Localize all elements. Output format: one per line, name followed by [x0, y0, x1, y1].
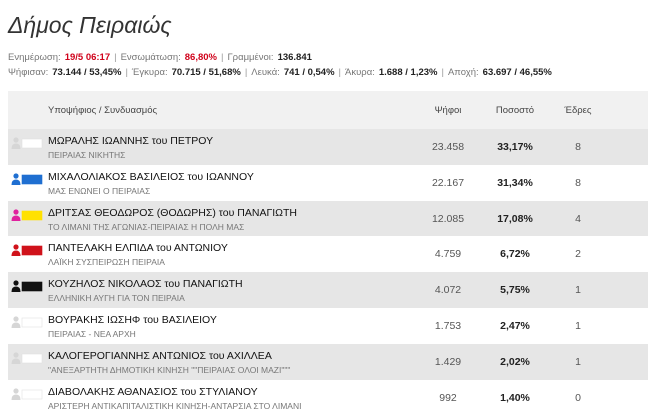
candidate-name: ΚΑΛΟΓΕΡΟΓΙΑΝΝΗΣ ΑΝΤΩΝΙΟΣ του ΑΧΙΛΛΕΑ [48, 349, 272, 362]
page-title: Δήμος Πειραιώς [8, 12, 172, 38]
stat-value: 63.697 / 46,55% [482, 67, 552, 78]
stat-label: Γραμμένοι: [227, 52, 274, 63]
party-color [11, 387, 43, 400]
stat-value: 86,80% [184, 52, 217, 63]
party-color [11, 137, 43, 149]
seats: 2 [575, 248, 581, 261]
stats-line: Ενημέρωση: 19/5 06:17 | Ενσωμάτωση: 86,80% | Γ… [8, 52, 312, 63]
seats: 8 [575, 176, 581, 189]
percent: 1,40% [500, 391, 530, 404]
party-color [11, 208, 43, 221]
votes: 1.753 [434, 319, 462, 332]
candidate-name: ΜΩΡΑΛΗΣ ΙΩΑΝΝΗΣ του ΠΕΤΡΟΥ [48, 135, 214, 147]
table-row: ΜΙΧΑΛΟΛΙΑΚΟΣ ΒΑΣΙΛΕΙΟΣ του ΙΩΑΝΝΟΥ ΜΑΣ ΕΝ… [8, 165, 648, 201]
stat-value: 73.144 / 53,45% [52, 67, 122, 78]
party-name: ΕΛΛΗΝΙΚΗ ΑΥΓΗ ΓΙΑ ΤΟΝ ΠΕΙΡΑΙΑ [48, 293, 185, 304]
seats: 1 [575, 355, 581, 368]
seats: 0 [575, 391, 581, 404]
candidate-name: ΒΟΥΡΑΚΗΣ ΙΩΣΗΦ του ΒΑΣΙΛΕΙΟΥ [48, 313, 217, 326]
percent: 2,02% [500, 355, 530, 368]
party-name: ΠΕΙΡΑΙΑΣ - ΝΕΑ ΑΡΧΗ [48, 328, 136, 339]
percent: 2,47% [500, 319, 530, 332]
votes: 12.085 [431, 212, 465, 225]
candidate-name: ΠΑΝΤΕΛΑΚΗ ΕΛΠΙΔΑ του ΑΝΤΩΝΙΟΥ [48, 242, 228, 255]
stat-label: Έγκυρα: [131, 67, 168, 78]
stat-label: Λευκά: [251, 67, 280, 78]
stat-label: Ψήφισαν: [8, 67, 49, 78]
stat-label: Ενημέρωση: [8, 52, 61, 63]
seats: 4 [575, 212, 581, 225]
percent: 33,17% [497, 141, 533, 153]
votes: 22.167 [431, 176, 465, 189]
column-header: Έδρες [564, 105, 592, 116]
stat-value: 19/5 06:17 [64, 52, 111, 63]
seats: 8 [575, 141, 581, 153]
table-row: ΠΑΝΤΕΛΑΚΗ ΕΛΠΙΔΑ του ΑΝΤΩΝΙΟΥ ΛΑΪΚΗ ΣΥΣΠΕ… [8, 236, 648, 272]
seats: 1 [575, 319, 581, 332]
votes: 23.458 [431, 141, 465, 153]
candidate-name: ΔΙΑΒΟΛΑΚΗΣ ΑΘΑΝΑΣΙΟΣ του ΣΤΥΛΙΑΝΟΥ [48, 385, 258, 398]
party-name: "ΑΝΕΞΑΡΤΗΤΗ ΔΗΜΟΤΙΚΗ ΚΙΝΗΣΗ ""ΠΕΙΡΑΙΑΣ Ο… [48, 364, 291, 375]
party-color [11, 316, 43, 328]
table-row: ΚΑΛΟΓΕΡΟΓΙΑΝΝΗΣ ΑΝΤΩΝΙΟΣ του ΑΧΙΛΛΕΑ "ΑΝΕ… [8, 343, 648, 380]
table-row: ΜΩΡΑΛΗΣ ΙΩΑΝΝΗΣ του ΠΕΤΡΟΥ ΠΕΙΡΑΙΑΣ ΝΙΚΗΤ… [8, 129, 648, 165]
seats: 1 [575, 284, 581, 297]
percent: 6,72% [500, 248, 530, 261]
party-color [11, 280, 43, 293]
party-name: ΑΡΙΣΤΕΡΗ ΑΝΤΙΚΑΠΙΤΑΛΙΣΤΙΚΗ ΚΙΝΗΣΗ-ΑΝΤΑΡΣ… [48, 400, 302, 411]
percent: 17,08% [497, 212, 533, 225]
votes: 992 [439, 391, 457, 404]
column-header: Ψήφοι [434, 105, 462, 116]
party-color [11, 173, 43, 185]
stat-label: Άκυρα: [345, 67, 375, 78]
percent: 5,75% [500, 284, 530, 297]
candidate-name: ΔΡΙΤΣΑΣ ΘΕΟΔΩΡΟΣ (ΘΟΔΩΡΗΣ) του ΠΑΝΑΓΙΩΤΗ [48, 206, 297, 219]
stat-value: 136.841 [277, 52, 312, 63]
table-header: Υποψήφιος / Συνδυασμός Ψήφοι Ποσοστό Έδρ… [8, 91, 648, 129]
table-row: ΔΡΙΤΣΑΣ ΘΕΟΔΩΡΟΣ (ΘΟΔΩΡΗΣ) του ΠΑΝΑΓΙΩΤΗ… [8, 200, 648, 237]
stat-value: 1.688 / 1,23% [378, 67, 438, 78]
party-name: ΤΟ ΛΙΜΑΝΙ ΤΗΣ ΑΓΩΝΙΑΣ-ΠΕΙΡΑΙΑΣ Η ΠΟΛΗ ΜΑ… [48, 221, 245, 232]
stat-value: 741 / 0,54% [283, 67, 335, 78]
table-body: ΜΩΡΑΛΗΣ ΙΩΑΝΝΗΣ του ΠΕΤΡΟΥ ΠΕΙΡΑΙΑΣ ΝΙΚΗΤ… [8, 129, 648, 415]
stat-label: Ενσωμάτωση: [120, 52, 181, 63]
party-name: ΛΑΪΚΗ ΣΥΣΠΕΙΡΩΣΗ ΠΕΙΡΑΙΑ [48, 257, 165, 268]
votes: 1.429 [434, 355, 462, 368]
party-color [11, 244, 43, 257]
results-table: Υποψήφιος / Συνδυασμός Ψήφοι Ποσοστό Έδρ… [8, 91, 648, 415]
votes: 4.759 [434, 248, 462, 261]
percent: 31,34% [497, 176, 533, 189]
column-header: Υποψήφιος / Συνδυασμός [48, 105, 158, 116]
table-row: ΚΟΥΖΗΛΟΣ ΝΙΚΟΛΑΟΣ του ΠΑΝΑΓΙΩΤΗ ΕΛΛΗΝΙΚΗ … [8, 272, 648, 308]
party-name: ΜΑΣ ΕΝΩΝΕΙ Ο ΠΕΙΡΑΙΑΣ [48, 185, 151, 196]
candidate-name: ΚΟΥΖΗΛΟΣ ΝΙΚΟΛΑΟΣ του ΠΑΝΑΓΙΩΤΗ [48, 278, 243, 291]
candidate-name: ΜΙΧΑΛΟΛΙΑΚΟΣ ΒΑΣΙΛΕΙΟΣ του ΙΩΑΝΝΟΥ [48, 170, 254, 183]
party-color [11, 352, 43, 364]
table-row: ΔΙΑΒΟΛΑΚΗΣ ΑΘΑΝΑΣΙΟΣ του ΣΤΥΛΙΑΝΟΥ ΑΡΙΣΤΕ… [8, 380, 648, 416]
stat-value: 70.715 / 51,68% [171, 67, 241, 78]
stats-line: Ψήφισαν: 73.144 / 53,45% | Έγκυρα: 70.715 / … [8, 67, 552, 78]
column-header: Ποσοστό [495, 105, 535, 116]
stat-label: Αποχή: [447, 67, 479, 78]
table-row: ΒΟΥΡΑΚΗΣ ΙΩΣΗΦ του ΒΑΣΙΛΕΙΟΥ ΠΕΙΡΑΙΑΣ - Ν… [8, 308, 648, 344]
party-name: ΠΕΙΡΑΙΑΣ ΝΙΚΗΤΗΣ [48, 150, 126, 160]
votes: 4.072 [434, 284, 462, 297]
